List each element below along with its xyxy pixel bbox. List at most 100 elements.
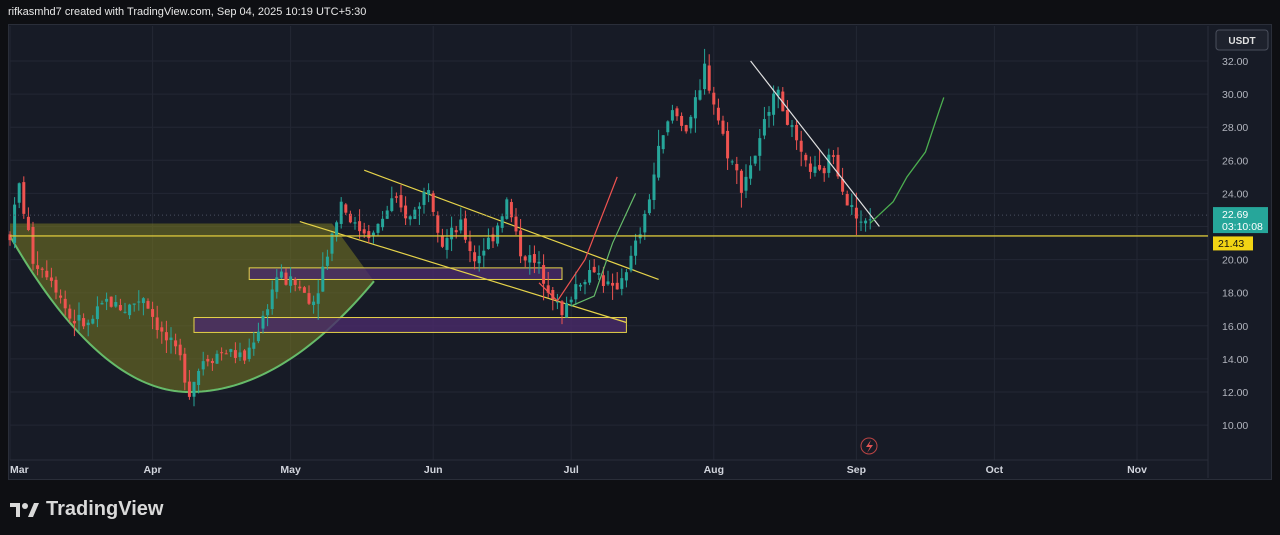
candle-body [818,165,822,170]
candle-body [592,266,596,273]
candle-body [864,220,868,224]
candle-body [854,207,858,219]
candle-body [367,231,371,239]
support-badge [1213,236,1253,251]
candle-body [266,309,270,316]
candle-body [445,238,449,250]
candle-body [459,219,463,231]
candle-body [845,194,849,206]
candle-body [201,361,205,370]
candle-body [703,63,707,90]
candle-body [795,124,799,141]
candle-body [197,370,201,385]
candle-body [344,204,348,213]
x-tick-label: Apr [144,464,162,476]
candle-body [486,237,490,250]
candle-body [675,108,679,117]
y-tick-label: 18.00 [1222,288,1248,300]
support-level-label: 21.43 [1218,238,1244,250]
candle-body [519,230,523,257]
candle-body [252,342,256,349]
candle-body [243,350,247,361]
tradingview-logo[interactable]: TradingView [10,498,163,521]
candle-body [799,140,803,152]
candle-body [233,350,237,358]
y-tick-label: 12.00 [1222,387,1248,399]
lightning-bolt-icon [866,440,873,453]
candle-body [95,306,99,320]
candle-body [514,216,518,232]
candle-body [859,221,863,223]
candle-body [496,225,500,244]
candle-body [716,107,720,121]
candle-body [82,318,86,327]
candle-body [431,193,435,212]
candle-body [822,168,826,174]
candle-body [206,358,210,362]
candle-body [164,332,168,341]
candle-body [77,314,81,321]
candle-body [565,303,569,318]
currency-button[interactable] [1215,29,1269,51]
candle-body [624,272,628,281]
candle-body [390,198,394,211]
candle-body [440,235,444,247]
candle-body [40,268,44,270]
candle-body [187,381,191,397]
zone-box[interactable] [248,267,563,280]
x-tick-label: Oct [986,464,1004,476]
candle-body [399,195,403,208]
candle-body [689,116,693,129]
candle-body [772,93,776,115]
currency-label: USDT [1228,36,1255,47]
candle-body [560,301,564,316]
candle-body [302,287,306,293]
candle-body [776,89,780,96]
candle-body [155,317,159,331]
candle-body [657,145,661,178]
candle-body [238,352,242,358]
candle-body [381,218,385,228]
y-tick-label: 14.00 [1222,354,1248,366]
x-tick-label: Mar [10,464,29,476]
candle-body [505,199,509,219]
y-tick-label: 10.00 [1222,420,1248,432]
candle-body [215,353,219,364]
zone-box[interactable] [193,317,627,333]
candle-body [735,163,739,171]
downtrend-line[interactable] [750,60,880,227]
candle-body [36,265,40,269]
x-tick-label: May [280,464,301,476]
lightning-icon[interactable] [860,437,878,455]
candle-body [118,304,122,311]
candle-body [192,381,196,397]
candle-body [17,183,21,203]
candle-body [661,135,665,150]
candle-body [417,206,421,209]
candle-body [169,337,173,341]
y-tick-label: 16.00 [1222,321,1248,333]
candle-body [160,327,164,332]
candle-body [105,298,109,302]
candle-body [753,155,757,164]
candle-body [371,232,375,237]
candle-body [422,191,426,205]
candle-body [542,265,546,284]
projection-path[interactable] [869,97,945,224]
channel-trendline[interactable] [363,169,659,281]
candle-body [109,296,113,307]
candle-body [31,226,35,264]
candle-body [293,279,297,285]
candle-body [836,154,840,177]
candle-body [601,275,605,287]
y-tick-label: 32.00 [1222,56,1248,68]
candle-body [500,216,504,228]
candle-body [284,272,288,285]
candle-body [132,303,136,305]
candle-body [744,176,748,191]
candle-body [532,254,536,263]
x-tick-label: Jun [424,464,443,476]
candle-body [45,270,49,278]
candle-body [54,279,58,293]
